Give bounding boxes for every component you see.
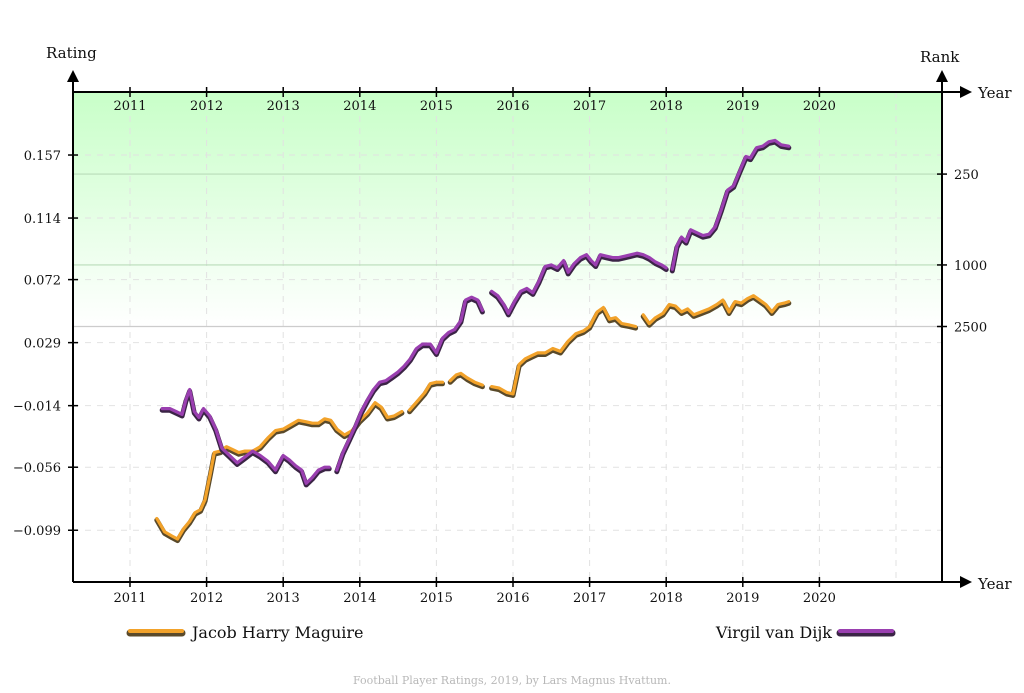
- y-tick-label: 0.029: [24, 337, 61, 352]
- x-tick-label-top: 2015: [420, 99, 453, 114]
- series-line-vandijk: [670, 138, 791, 271]
- rank-axis-ticks: 250 1000 2500: [937, 168, 987, 336]
- series-line-maguire: [448, 371, 484, 387]
- x-tick-label-top: 2012: [190, 99, 223, 114]
- y-tick-label: 0.114: [24, 212, 61, 227]
- y-tick-label: 0.157: [24, 149, 61, 164]
- x-tick-label-top: 2019: [726, 99, 759, 114]
- credit-text: Football Player Ratings, 2019, by Lars M…: [353, 674, 671, 687]
- top-x-axis-arrow-icon: [960, 86, 972, 98]
- series-line-shadow-maguire: [154, 401, 405, 544]
- rank-reference-lines: [73, 173, 942, 328]
- series-line-vandijk: [160, 387, 331, 485]
- x-tick-label-bottom: 2013: [267, 591, 300, 606]
- rank-tick-label: 1000: [954, 259, 987, 274]
- top-rank-band: [73, 92, 942, 327]
- x-tick-label-bottom: 2018: [650, 591, 683, 606]
- x-tick-label-bottom: 2019: [726, 591, 759, 606]
- x-tick-label-top: 2011: [113, 99, 146, 114]
- legend-item-maguire: Jacob Harry Maguire: [126, 623, 364, 642]
- series-line-maguire: [641, 294, 791, 326]
- y-tick-label: 0.072: [24, 274, 61, 289]
- left-axis-label: Rating: [46, 44, 97, 62]
- series-line-vandijk: [490, 251, 668, 315]
- bottom-x-axis-label: Year: [977, 575, 1012, 593]
- series-maguire: [154, 294, 792, 544]
- x-tick-label-bottom: 2015: [420, 591, 453, 606]
- series-line-maguire: [408, 380, 445, 412]
- right-axis-arrow-icon: [936, 70, 948, 82]
- y-tick-label: −0.014: [13, 400, 61, 415]
- rank-tick-label: 250: [954, 168, 979, 183]
- axes: [67, 70, 972, 588]
- top-x-axis-label: Year: [977, 84, 1012, 102]
- legend-item-vandijk: Virgil van Dijk: [715, 623, 896, 642]
- legend-label-maguire: Jacob Harry Maguire: [190, 623, 364, 642]
- series-vandijk: [159, 138, 792, 488]
- x-tick-label-top: 2016: [496, 99, 529, 114]
- grid-lines: [73, 92, 942, 582]
- legend: Jacob Harry Maguire Virgil van Dijk: [126, 623, 896, 642]
- x-tick-label-top: 2018: [650, 99, 683, 114]
- y-tick-label: −0.099: [13, 524, 61, 539]
- x-tick-label-bottom: 2012: [190, 591, 223, 606]
- x-tick-label-bottom: 2020: [803, 591, 836, 606]
- x-axis-ticks: 2011 2011 2012 2012 2013 2013 2014 2014 2015 2015…: [113, 87, 836, 606]
- left-axis-arrow-icon: [67, 70, 79, 82]
- bottom-x-axis-arrow-icon: [960, 576, 972, 588]
- x-tick-label-bottom: 2017: [573, 591, 606, 606]
- series-line-maguire: [490, 305, 638, 396]
- x-tick-label-bottom: 2014: [343, 591, 376, 606]
- x-tick-label-top: 2013: [267, 99, 300, 114]
- x-tick-label-top: 2014: [343, 99, 376, 114]
- x-tick-label-bottom: 2016: [496, 591, 529, 606]
- y-tick-label: −0.056: [13, 461, 61, 476]
- x-tick-label-top: 2017: [573, 99, 606, 114]
- x-tick-label-bottom: 2011: [113, 591, 146, 606]
- x-tick-label-top: 2020: [803, 99, 836, 114]
- series-line-vandijk: [335, 295, 484, 472]
- legend-label-vandijk: Virgil van Dijk: [715, 623, 832, 642]
- right-axis-label: Rank: [920, 48, 960, 66]
- series-lines: [154, 138, 792, 544]
- y-axis-ticks: 0.157 0.114 0.072 0.029 −0.014 −0.056 −0.099: [13, 149, 78, 539]
- rank-tick-label: 2500: [954, 321, 987, 336]
